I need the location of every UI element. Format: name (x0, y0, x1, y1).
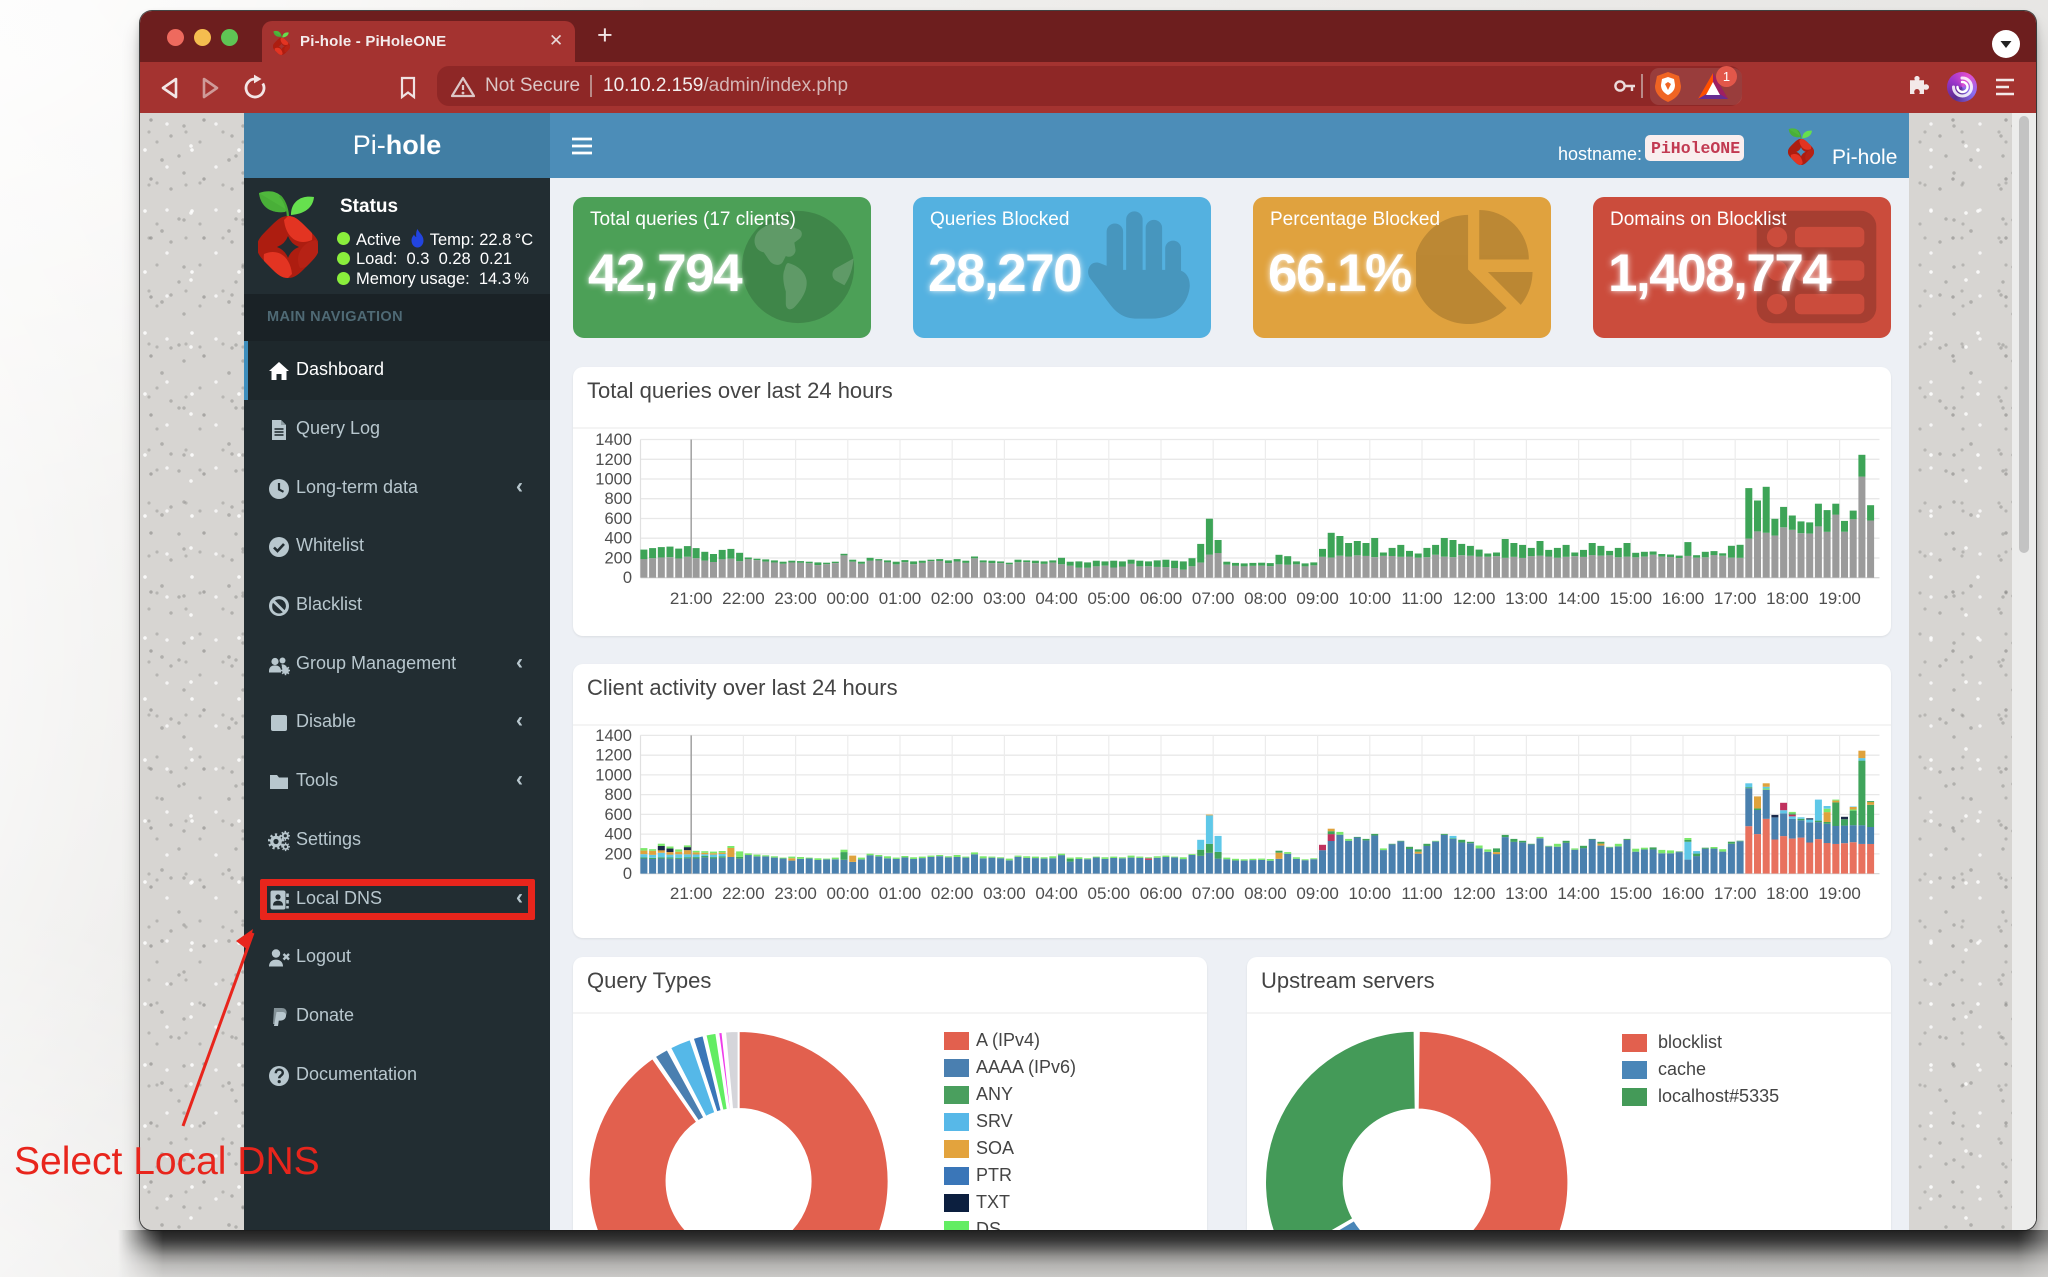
svg-text:06:00: 06:00 (1140, 589, 1183, 608)
svg-text:01:00: 01:00 (879, 884, 922, 903)
svg-text:200: 200 (604, 550, 632, 568)
svg-text:200: 200 (604, 845, 632, 863)
svg-text:400: 400 (604, 826, 632, 844)
svg-text:03:00: 03:00 (983, 884, 1026, 903)
svg-text:600: 600 (604, 510, 632, 528)
svg-text:12:00: 12:00 (1453, 884, 1496, 903)
svg-text:13:00: 13:00 (1505, 884, 1548, 903)
svg-text:07:00: 07:00 (1192, 589, 1235, 608)
svg-text:01:00: 01:00 (879, 589, 922, 608)
svg-text:05:00: 05:00 (1088, 589, 1131, 608)
svg-text:00:00: 00:00 (827, 589, 870, 608)
svg-text:16:00: 16:00 (1662, 589, 1705, 608)
svg-text:21:00: 21:00 (670, 884, 713, 903)
svg-text:800: 800 (604, 490, 632, 508)
svg-text:00:00: 00:00 (827, 884, 870, 903)
svg-text:600: 600 (604, 806, 632, 824)
svg-text:1000: 1000 (595, 471, 632, 489)
svg-text:1400: 1400 (595, 431, 632, 449)
svg-text:14:00: 14:00 (1557, 884, 1600, 903)
svg-text:08:00: 08:00 (1244, 884, 1287, 903)
svg-text:22:00: 22:00 (722, 589, 765, 608)
svg-text:1400: 1400 (595, 727, 632, 745)
svg-text:1000: 1000 (595, 766, 632, 784)
svg-text:14:00: 14:00 (1557, 589, 1600, 608)
svg-text:23:00: 23:00 (774, 589, 817, 608)
svg-text:11:00: 11:00 (1401, 884, 1442, 903)
svg-text:05:00: 05:00 (1088, 884, 1131, 903)
svg-text:09:00: 09:00 (1296, 589, 1339, 608)
svg-text:10:00: 10:00 (1349, 884, 1392, 903)
svg-text:04:00: 04:00 (1035, 884, 1078, 903)
svg-text:03:00: 03:00 (983, 589, 1026, 608)
svg-text:400: 400 (604, 530, 632, 548)
svg-text:07:00: 07:00 (1192, 884, 1235, 903)
svg-text:13:00: 13:00 (1505, 589, 1548, 608)
svg-text:18:00: 18:00 (1766, 884, 1809, 903)
svg-text:12:00: 12:00 (1453, 589, 1496, 608)
svg-text:18:00: 18:00 (1766, 589, 1809, 608)
svg-text:11:00: 11:00 (1401, 589, 1442, 608)
svg-text:16:00: 16:00 (1662, 884, 1705, 903)
svg-text:02:00: 02:00 (931, 589, 974, 608)
svg-text:09:00: 09:00 (1296, 884, 1339, 903)
svg-text:17:00: 17:00 (1714, 589, 1757, 608)
svg-text:22:00: 22:00 (722, 884, 765, 903)
svg-text:17:00: 17:00 (1714, 884, 1757, 903)
svg-text:15:00: 15:00 (1610, 884, 1653, 903)
svg-text:1200: 1200 (595, 451, 632, 469)
svg-text:800: 800 (604, 786, 632, 804)
svg-text:04:00: 04:00 (1035, 589, 1078, 608)
svg-text:1200: 1200 (595, 747, 632, 765)
svg-text:15:00: 15:00 (1610, 589, 1653, 608)
svg-text:19:00: 19:00 (1818, 884, 1861, 903)
svg-text:08:00: 08:00 (1244, 589, 1287, 608)
svg-text:23:00: 23:00 (774, 884, 817, 903)
svg-text:19:00: 19:00 (1818, 589, 1861, 608)
svg-text:21:00: 21:00 (670, 589, 713, 608)
svg-text:10:00: 10:00 (1349, 589, 1392, 608)
svg-text:02:00: 02:00 (931, 884, 974, 903)
svg-text:0: 0 (623, 865, 632, 883)
svg-text:0: 0 (623, 569, 632, 587)
svg-text:06:00: 06:00 (1140, 884, 1183, 903)
